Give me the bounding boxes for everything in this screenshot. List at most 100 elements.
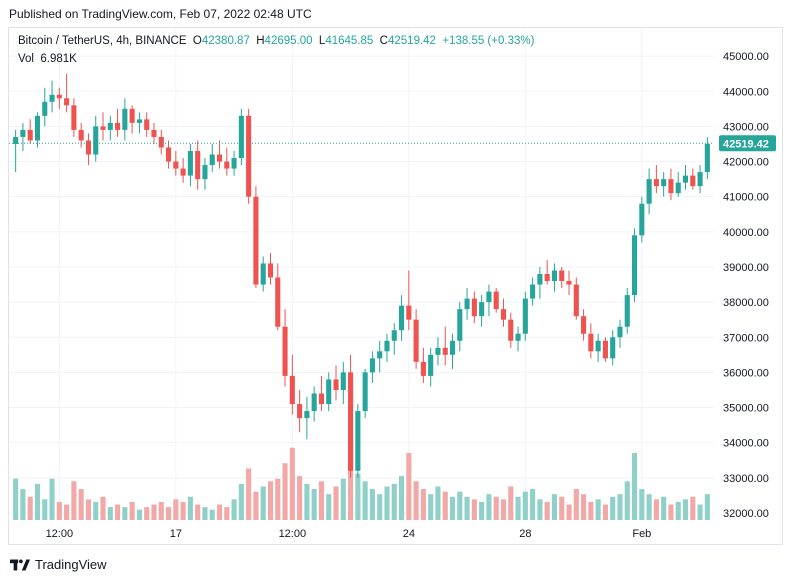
volume-bar <box>449 496 456 520</box>
candle <box>195 140 201 190</box>
candle-body <box>690 175 696 187</box>
price-tick-label: 42000.00 <box>723 157 769 169</box>
candle <box>690 168 696 190</box>
candle <box>348 354 354 478</box>
candle-body <box>537 274 543 285</box>
candle <box>187 143 193 187</box>
price-tick-label: 39000.00 <box>723 262 769 274</box>
candle-body <box>107 122 113 130</box>
candle-body <box>464 298 470 310</box>
candle-body <box>610 337 616 359</box>
candle-body <box>275 277 281 327</box>
candle-body <box>661 179 667 187</box>
candle-body <box>515 333 521 341</box>
candle-body <box>187 151 193 176</box>
candle-body <box>27 129 33 141</box>
candle <box>566 270 572 296</box>
price-tick-label: 43000.00 <box>723 121 769 133</box>
volume-bar <box>464 496 470 520</box>
candle <box>639 196 645 243</box>
volume-bar <box>100 496 106 520</box>
candle-body <box>479 302 485 317</box>
candle <box>544 259 550 285</box>
candle <box>435 337 441 366</box>
candle <box>617 319 623 348</box>
candle <box>500 298 507 327</box>
volume-bar <box>129 501 135 520</box>
candle <box>275 263 281 331</box>
volume-bar <box>653 499 659 520</box>
volume-bar <box>413 481 419 520</box>
volume-bar <box>588 501 594 520</box>
candle <box>326 372 332 412</box>
candle <box>559 266 565 289</box>
candle-body <box>486 291 492 303</box>
candle <box>486 284 492 317</box>
candle <box>391 323 397 355</box>
candle-body <box>682 175 689 183</box>
volume-bar <box>56 501 62 520</box>
candle <box>384 333 390 362</box>
candle-body <box>398 305 405 331</box>
candle <box>180 158 186 183</box>
candle-body <box>471 298 477 317</box>
candle <box>107 115 113 141</box>
candle-body <box>267 263 274 278</box>
price-tick-label: 34000.00 <box>723 438 769 450</box>
volume-bar <box>238 483 244 520</box>
volume-bar <box>13 478 19 520</box>
volume-bar <box>559 496 565 520</box>
price-tick-label: 37000.00 <box>723 332 769 344</box>
candle <box>595 333 601 362</box>
candle <box>231 151 237 176</box>
volume-bar <box>173 499 179 520</box>
candle <box>428 347 434 387</box>
volume-bar <box>151 504 157 520</box>
candle-body <box>224 161 230 169</box>
volume-bar <box>420 489 426 520</box>
candle-body <box>493 291 499 310</box>
candle <box>369 351 375 383</box>
volume-bar <box>297 476 303 520</box>
candle <box>202 158 208 190</box>
volume-bar <box>34 483 41 520</box>
candle <box>522 291 528 341</box>
volume-bar <box>369 489 375 520</box>
candle <box>311 386 317 422</box>
volume-bar <box>195 504 201 520</box>
volume-bar <box>551 494 558 520</box>
candle-body <box>56 94 62 99</box>
candle-body <box>355 411 361 471</box>
volume-bar <box>71 481 77 520</box>
volume-bar <box>202 507 208 520</box>
candle <box>530 277 536 306</box>
time-tick-label: 12:00 <box>279 528 307 540</box>
volume-bar <box>442 491 448 520</box>
grid-lines <box>9 28 714 520</box>
candle-body <box>369 358 375 373</box>
volume-bar <box>639 489 645 520</box>
volume-bar <box>260 486 266 520</box>
candle-body <box>348 372 354 471</box>
candle-body <box>282 326 288 376</box>
volume-bar <box>93 501 99 520</box>
volume-bar <box>391 483 397 520</box>
candle <box>34 112 41 148</box>
candle-body <box>64 98 70 106</box>
candle-body <box>238 115 244 159</box>
volume-bar <box>428 494 434 520</box>
candle-body <box>85 140 92 155</box>
candle-body <box>530 284 536 299</box>
candle <box>588 323 594 359</box>
high-label: H <box>256 35 265 47</box>
volume-bar <box>668 504 674 520</box>
candle-body <box>362 372 368 412</box>
volume-bar <box>602 504 608 520</box>
volume-bar <box>224 507 230 520</box>
volume-bar <box>318 481 325 520</box>
candle-body <box>297 404 303 419</box>
candle <box>318 375 325 412</box>
tradingview-brand[interactable]: TradingView <box>10 557 107 572</box>
candle-body <box>544 274 550 282</box>
